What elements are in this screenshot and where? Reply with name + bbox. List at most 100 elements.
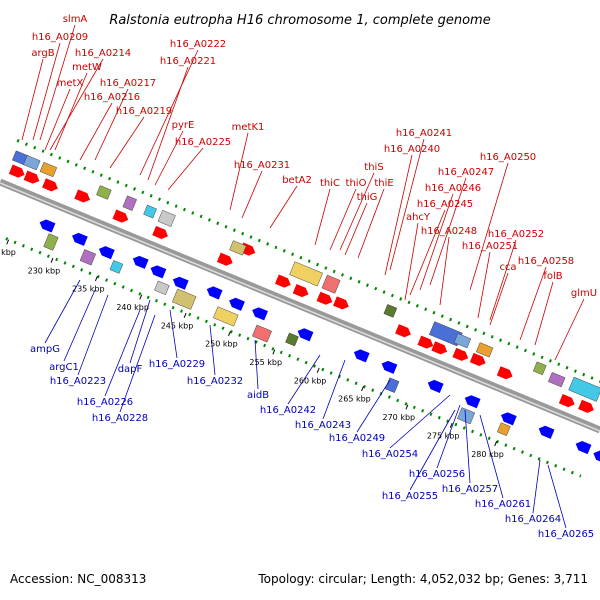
forward-gene-label: h16_A0217 <box>100 78 156 89</box>
reverse-feature-block <box>172 288 197 310</box>
kbp-tick <box>94 276 98 282</box>
reverse-label-leader <box>532 459 541 514</box>
reverse-gene-label: h16_A0243 <box>295 420 351 431</box>
forward-gene-arrow <box>8 164 25 178</box>
kbp-tick <box>228 331 231 337</box>
forward-label-leader <box>439 236 450 306</box>
reverse-gene-arrow <box>500 412 517 426</box>
reverse-gene-arrow <box>593 450 600 464</box>
forward-feature-block <box>475 342 494 358</box>
forward-label-leader <box>384 154 413 276</box>
kbp-tick <box>183 312 187 318</box>
reverse-gene-arrow <box>297 328 314 342</box>
reverse-feature-block <box>109 260 124 274</box>
kbp-tick <box>316 367 320 373</box>
kbp-tick-label: 260 kbp <box>294 376 327 385</box>
reverse-gene-label: ampG <box>30 344 60 355</box>
reverse-feature-block <box>154 280 170 296</box>
forward-gene-label: thiG <box>357 192 378 203</box>
reverse-gene-label: aidB <box>247 390 269 401</box>
kbp-tick-label: 255 kbp <box>249 358 282 367</box>
forward-gene-arrow <box>74 189 91 203</box>
reverse-label-leader <box>479 414 504 499</box>
reverse-gene-arrow <box>132 255 149 269</box>
kbp-tick-label: 245 kbp <box>161 321 194 330</box>
forward-label-leader <box>314 188 331 246</box>
forward-gene-label: ahcY <box>406 212 431 223</box>
forward-gene-label: h16_A0240 <box>384 144 440 155</box>
reverse-label-leader <box>409 409 456 491</box>
forward-label-leader <box>329 188 357 251</box>
reverse-gene-arrow <box>172 276 189 290</box>
forward-label-leader <box>519 266 547 341</box>
reverse-label-leader <box>129 299 151 364</box>
forward-feature-block <box>122 195 137 211</box>
forward-gene-label: thiO <box>346 178 367 189</box>
reverse-gene-label: h16_A0228 <box>92 413 148 424</box>
forward-gene-label: metW <box>72 62 102 73</box>
topology-text: Topology: circular; Length: 4,052,032 bp… <box>258 572 588 586</box>
forward-gene-label: h16_A0209 <box>32 32 88 43</box>
forward-label-leader <box>419 193 454 291</box>
reverse-label-leader <box>119 314 156 413</box>
forward-gene-label: betA2 <box>282 175 312 186</box>
forward-gene-label: thiS <box>364 162 383 173</box>
forward-gene-arrow <box>452 347 469 361</box>
accession-text: Accession: NC_008313 <box>10 572 147 586</box>
forward-gene-label: h16_A0248 <box>421 226 477 237</box>
kbp-tick-label: 270 kbp <box>383 413 416 422</box>
reverse-label-leader <box>254 339 259 390</box>
forward-label-leader <box>489 272 509 326</box>
forward-feature-block <box>532 361 547 376</box>
forward-feature-block <box>157 209 176 227</box>
kbp-tick-label: 240 kbp <box>116 303 149 312</box>
forward-gene-arrow <box>216 252 233 266</box>
reverse-gene-label: h16_A0256 <box>409 469 465 480</box>
reverse-gene-arrow <box>150 265 167 279</box>
forward-gene-label: cca <box>499 262 516 273</box>
reverse-gene-arrow <box>71 232 88 246</box>
reverse-feature-block <box>79 249 97 266</box>
reverse-feature-block <box>384 377 400 393</box>
forward-gene-arrow <box>23 170 40 184</box>
forward-feature-block <box>96 185 112 200</box>
reverse-label-leader <box>356 379 391 433</box>
reverse-gene-arrow <box>381 360 398 374</box>
forward-gene-label: argB <box>31 48 54 59</box>
forward-gene-label: metK1 <box>232 122 265 133</box>
forward-feature-block <box>289 261 323 287</box>
forward-feature-block <box>568 376 600 402</box>
reverse-gene-label: h16_A0254 <box>362 449 418 460</box>
forward-gene-arrow <box>274 274 291 288</box>
genome-backbone <box>0 178 600 434</box>
forward-gene-arrow <box>292 284 309 298</box>
dotted-track <box>16 139 600 383</box>
reverse-feature-block <box>285 332 299 347</box>
reverse-gene-label: h16_A0257 <box>442 484 498 495</box>
forward-gene-arrow <box>152 225 169 240</box>
forward-label-leader <box>389 138 425 271</box>
reverse-gene-label: h16_A0223 <box>50 376 106 387</box>
forward-feature-block <box>23 155 41 171</box>
forward-label-leader <box>469 162 509 291</box>
genome-backbone-highlight <box>0 182 600 432</box>
forward-gene-label: h16_A0245 <box>417 199 473 210</box>
forward-gene-arrow <box>496 366 513 380</box>
forward-label-leader <box>54 72 88 151</box>
forward-label-leader <box>44 88 71 151</box>
reverse-gene-arrow <box>464 395 481 409</box>
kbp-tick <box>361 386 364 392</box>
reverse-label-leader <box>77 294 109 376</box>
reverse-gene-label: h16_A0261 <box>475 499 531 510</box>
reverse-gene-label: h16_A0265 <box>538 529 594 540</box>
reverse-label-leader <box>104 309 141 397</box>
kbp-tick-label: 235 kbp <box>72 285 105 294</box>
reverse-gene-label: h16_A0255 <box>382 491 438 502</box>
forward-label-leader <box>409 209 446 296</box>
forward-gene-arrow <box>469 352 486 366</box>
kbp-tick-label: 225 kbp <box>0 248 16 257</box>
forward-label-leader <box>489 239 517 321</box>
reverse-gene-arrow <box>206 286 223 300</box>
reverse-gene-label: argC1 <box>49 362 79 373</box>
reverse-gene-arrow <box>39 219 56 233</box>
